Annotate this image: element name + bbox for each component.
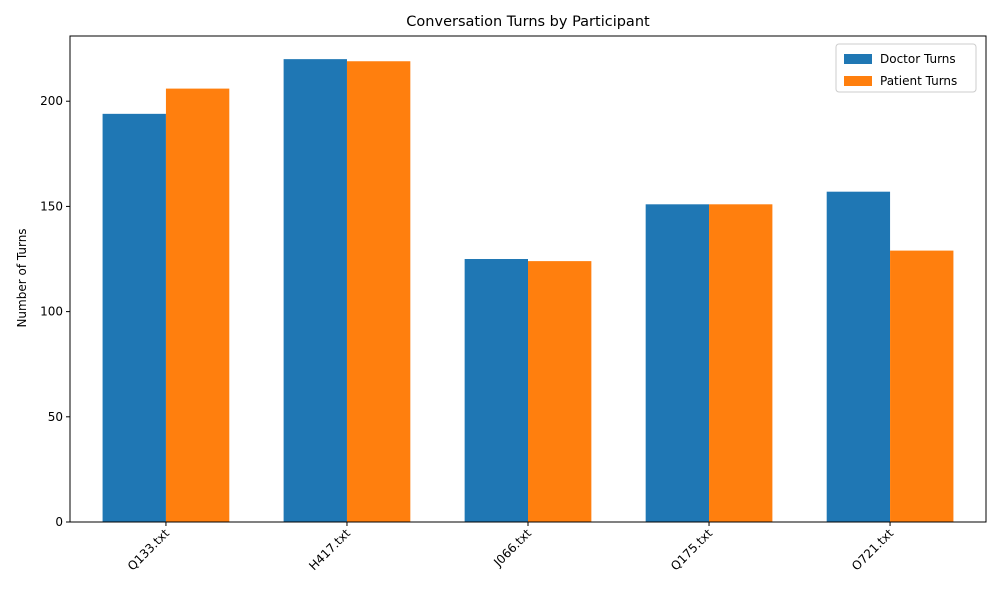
bar-doctor-2	[464, 259, 528, 522]
bar-doctor-3	[645, 204, 710, 522]
bar-doctor-4	[826, 191, 891, 522]
y-axis-label: Number of Turns	[15, 228, 29, 327]
bar-patient-0	[165, 88, 230, 522]
bar-patient-4	[890, 250, 954, 522]
bar-doctor-0	[102, 113, 166, 522]
y-tick-label-4: 200	[40, 94, 63, 108]
legend-swatch-0	[844, 54, 872, 64]
legend-swatch-1	[844, 76, 872, 86]
x-tick-label-0: Q133.txt	[125, 526, 172, 573]
x-tick-label-4: O721.txt	[849, 526, 896, 573]
bar-patient-3	[709, 204, 773, 522]
bar-patient-1	[346, 61, 411, 522]
bar-doctor-1	[283, 59, 347, 522]
bar-patient-2	[528, 261, 592, 522]
y-tick-label-1: 50	[48, 410, 63, 424]
chart-title: Conversation Turns by Participant	[406, 14, 650, 30]
y-tick-label-3: 150	[40, 199, 63, 213]
x-tick-label-1: H417.txt	[306, 526, 353, 573]
y-tick-label-0: 0	[55, 515, 63, 529]
x-tick-label-3: Q175.txt	[668, 526, 715, 573]
bars-layer	[102, 59, 954, 522]
y-tick-label-2: 100	[40, 305, 63, 319]
legend-label-0: Doctor Turns	[880, 52, 956, 66]
legend-label-1: Patient Turns	[880, 74, 957, 88]
legend: Doctor Turns Patient Turns	[835, 43, 977, 93]
x-tick-label-2: J066.txt	[490, 526, 534, 570]
